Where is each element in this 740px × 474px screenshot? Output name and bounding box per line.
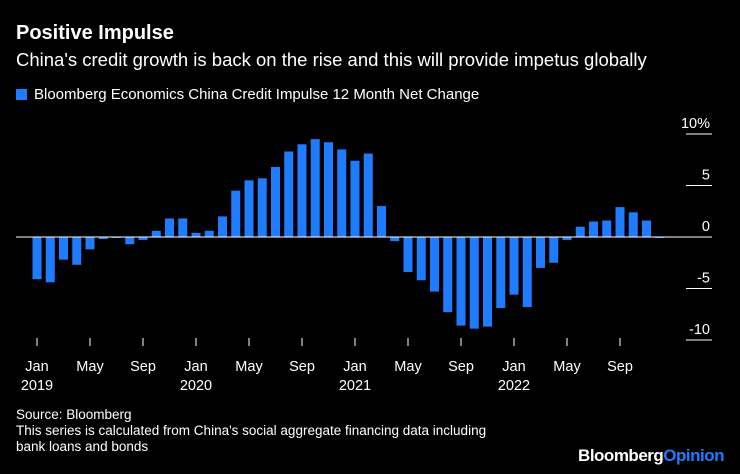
x-tick-label: May bbox=[76, 359, 104, 375]
bar bbox=[98, 237, 108, 240]
x-tick-label: May bbox=[394, 359, 422, 375]
bar bbox=[297, 144, 307, 237]
bar bbox=[469, 237, 479, 329]
bar bbox=[244, 180, 254, 237]
chart-subtitle: China's credit growth is back on the ris… bbox=[16, 49, 647, 70]
bar bbox=[509, 237, 519, 295]
legend-swatch bbox=[16, 89, 27, 100]
bar bbox=[85, 237, 95, 250]
bar bbox=[562, 237, 572, 241]
bar bbox=[271, 166, 280, 237]
bar bbox=[112, 237, 121, 239]
x-tick-label: Sep bbox=[448, 359, 474, 375]
bar bbox=[191, 232, 201, 237]
bar bbox=[350, 160, 360, 237]
x-tick-label: Jan bbox=[343, 359, 366, 375]
bar bbox=[522, 237, 532, 308]
bar bbox=[204, 230, 214, 237]
bar bbox=[165, 218, 174, 237]
bar bbox=[324, 142, 333, 237]
bar bbox=[363, 153, 373, 237]
bar bbox=[628, 212, 638, 237]
bar bbox=[257, 178, 267, 237]
bar bbox=[125, 237, 135, 245]
bar bbox=[483, 237, 492, 327]
y-tick-label: 10% bbox=[681, 116, 710, 132]
bar bbox=[151, 230, 161, 237]
bar bbox=[496, 237, 506, 309]
x-tick-label: May bbox=[553, 359, 581, 375]
x-tick-year-label: 2019 bbox=[21, 378, 53, 394]
x-tick-label: Sep bbox=[130, 359, 156, 375]
bar bbox=[430, 237, 439, 292]
x-tick-year-label: 2020 bbox=[180, 378, 212, 394]
bar bbox=[443, 237, 453, 313]
methodology-note-line-2: bank loans and bonds bbox=[16, 439, 149, 454]
bar bbox=[178, 218, 188, 237]
bar bbox=[138, 237, 148, 241]
logo-part-bloomberg: Bloomberg bbox=[578, 446, 664, 465]
y-tick-label: 0 bbox=[702, 219, 710, 235]
bar bbox=[231, 190, 241, 237]
bar bbox=[72, 237, 82, 265]
bar bbox=[390, 237, 400, 242]
x-tick-label: Jan bbox=[25, 359, 48, 375]
x-tick-label: May bbox=[235, 359, 263, 375]
y-tick-label: -5 bbox=[697, 271, 710, 287]
bar bbox=[337, 149, 347, 237]
bar bbox=[403, 237, 413, 273]
bloomberg-opinion-logo: BloombergOpinion bbox=[578, 446, 724, 466]
bar bbox=[45, 237, 55, 283]
legend-label: Bloomberg Economics China Credit Impulse… bbox=[34, 86, 480, 103]
y-tick-label: 5 bbox=[702, 168, 710, 184]
bar bbox=[284, 151, 294, 237]
x-tick-label: Jan bbox=[184, 359, 207, 375]
bar bbox=[549, 237, 559, 263]
chart-legend: Bloomberg Economics China Credit Impulse… bbox=[16, 86, 479, 103]
bar bbox=[416, 237, 426, 281]
x-tick-label: Jan bbox=[502, 359, 525, 375]
y-tick-label: -10 bbox=[689, 322, 710, 338]
x-tick-year-label: 2022 bbox=[498, 378, 530, 394]
logo-part-opinion: Opinion bbox=[663, 446, 724, 465]
bar-chart: 10% 5 0 -5 -10 Jan 2019 May Sep Jan 2020 May Sep Jan 2… bbox=[16, 116, 712, 394]
bar bbox=[59, 237, 68, 260]
x-tick-label: Sep bbox=[289, 359, 315, 375]
bar bbox=[655, 237, 665, 239]
bar bbox=[32, 237, 42, 280]
bar bbox=[536, 237, 545, 268]
methodology-note-line-1: This series is calculated from China's s… bbox=[16, 423, 487, 438]
bar bbox=[589, 221, 598, 237]
x-tick-year-label: 2021 bbox=[339, 378, 371, 394]
bar bbox=[456, 237, 466, 326]
source-note: Source: Bloomberg bbox=[16, 407, 132, 422]
bar bbox=[615, 207, 625, 237]
bar bbox=[602, 220, 612, 237]
bar bbox=[218, 216, 227, 237]
chart-footer: Source: Bloomberg This series is calcula… bbox=[16, 407, 486, 455]
bar bbox=[642, 220, 651, 237]
bar bbox=[310, 139, 320, 237]
chart-title: Positive Impulse bbox=[16, 22, 174, 44]
x-tick-label: Sep bbox=[607, 359, 633, 375]
bar bbox=[377, 206, 386, 237]
bar bbox=[575, 226, 585, 237]
